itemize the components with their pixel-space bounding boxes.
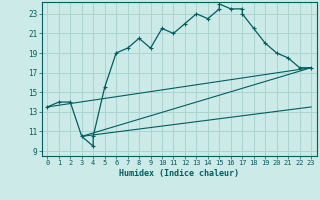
X-axis label: Humidex (Indice chaleur): Humidex (Indice chaleur) [119,169,239,178]
